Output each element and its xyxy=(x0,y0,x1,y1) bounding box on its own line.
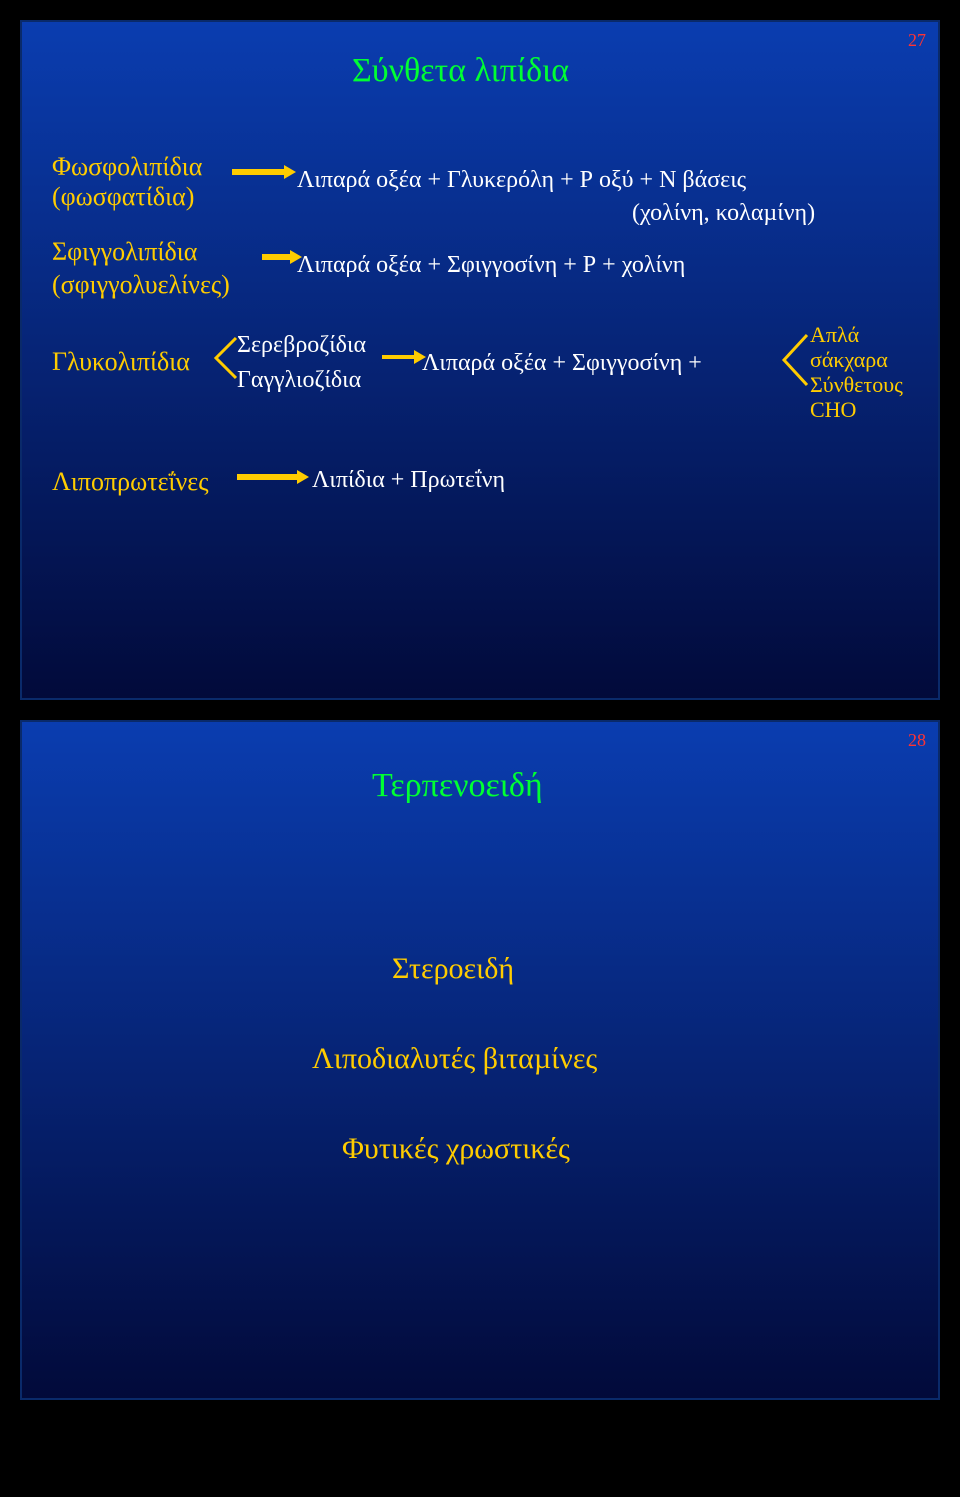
label-glyco: Γλυκολιπίδια xyxy=(52,347,190,377)
page-number: 28 xyxy=(908,730,926,751)
label-cerebrozidia: Σερεβροζίδια xyxy=(237,332,366,359)
item-fytikes: Φυτικές χρωστικές xyxy=(342,1132,570,1166)
label-lipoprot-rhs: Λιπίδια + Πρωτεΐνη xyxy=(312,467,505,494)
slide-28: 28 Τερπενοειδή Στεροειδή Λιποδιαλυτές βι… xyxy=(20,720,940,1400)
arrow-lipoprot xyxy=(237,467,311,487)
slide-title: Τερπενοειδή xyxy=(372,767,543,805)
label-phospholipidia-1: Φωσφολιπίδια xyxy=(52,152,202,182)
arrow-phospho xyxy=(232,162,298,182)
label-gangliozidia: Γαγγλιοζίδια xyxy=(237,367,361,394)
page-number: 27 xyxy=(908,30,926,51)
label-synthetous: Σύνθετους xyxy=(810,372,903,398)
label-lipoproteines: Λιποπρωτεΐνες xyxy=(52,467,209,497)
label-glyco-rhs: Λιπαρά οξέα + Σφιγγοσίνη + xyxy=(422,350,702,377)
item-lipodialytes: Λιποδιαλυτές βιταµίνες xyxy=(312,1042,597,1076)
fork-sugars xyxy=(782,333,811,387)
label-sphingo-2: (σφιγγολυελίνες) xyxy=(52,270,230,300)
label-phospholipidia-2: (φωσφατίδια) xyxy=(52,182,194,212)
slide-27: 27 Σύνθετα λιπίδια Φωσφολιπίδια (φωσφατί… xyxy=(20,20,940,700)
label-phospho-rhs-1: Λιπαρά οξέα + Γλυκερόλη + Ρ οξύ + Ν βάσε… xyxy=(297,167,746,194)
item-steroeidh: Στεροειδή xyxy=(392,952,514,986)
slide-title: Σύνθετα λιπίδια xyxy=(352,52,569,90)
label-cho: CHO xyxy=(810,397,856,423)
label-phospho-rhs-2: (χολίνη, κολαµίνη) xyxy=(632,200,815,227)
label-apla: Απλά xyxy=(810,322,859,348)
label-sakxara: σάκχαρα xyxy=(810,347,888,373)
label-sphingo-rhs: Λιπαρά οξέα + Σφιγγοσίνη + Ρ + χολίνη xyxy=(297,252,685,279)
label-sphingo-1: Σφιγγολιπίδια xyxy=(52,237,197,267)
